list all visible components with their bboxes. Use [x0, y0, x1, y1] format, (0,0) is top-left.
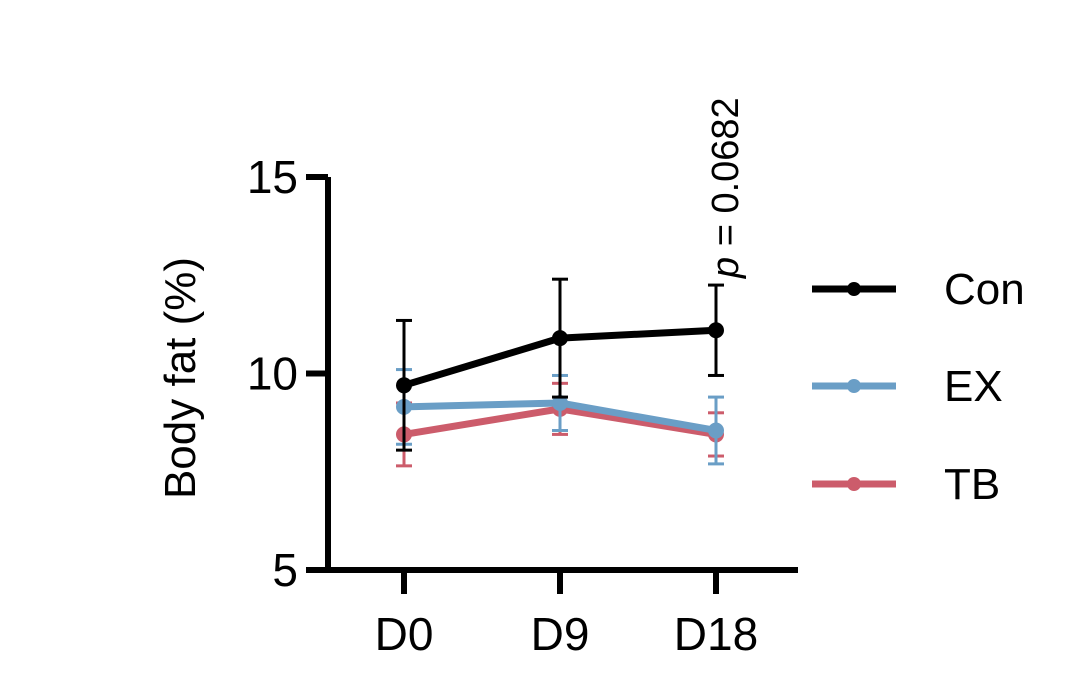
x-tick-label: D18	[674, 608, 758, 660]
y-tick-label: 5	[272, 544, 298, 596]
x-tick-label: D9	[531, 608, 590, 660]
x-tick-label: D0	[375, 608, 434, 660]
y-ticks: 5 10 15	[247, 151, 328, 596]
legend-swatch-marker	[847, 282, 861, 296]
legend-item-ex: EX	[812, 362, 1003, 411]
series-layer	[396, 277, 724, 468]
p-symbol: p	[705, 257, 747, 279]
series-con	[396, 277, 724, 452]
legend-label: Con	[944, 265, 1025, 314]
data-point	[552, 330, 568, 347]
legend-swatch-marker	[847, 379, 861, 393]
p-value-annotation: p = 0.0682	[705, 97, 747, 279]
legend-item-con: Con	[812, 265, 1025, 314]
y-axis-label: Body fat (%)	[156, 257, 205, 499]
y-tick-label: 15	[247, 151, 298, 203]
legend-label: TB	[944, 460, 1000, 509]
data-point	[396, 377, 412, 394]
legend-swatch-marker	[847, 477, 861, 491]
x-ticks: D0 D9 D18	[375, 570, 758, 660]
y-tick-label: 10	[247, 348, 298, 400]
data-point	[708, 422, 724, 439]
data-point	[552, 394, 568, 411]
legend: Con EX TB	[812, 265, 1025, 509]
legend-item-tb: TB	[812, 460, 1000, 509]
legend-label: EX	[944, 362, 1003, 411]
data-point	[708, 322, 724, 339]
p-value-text: = 0.0682	[705, 97, 747, 257]
